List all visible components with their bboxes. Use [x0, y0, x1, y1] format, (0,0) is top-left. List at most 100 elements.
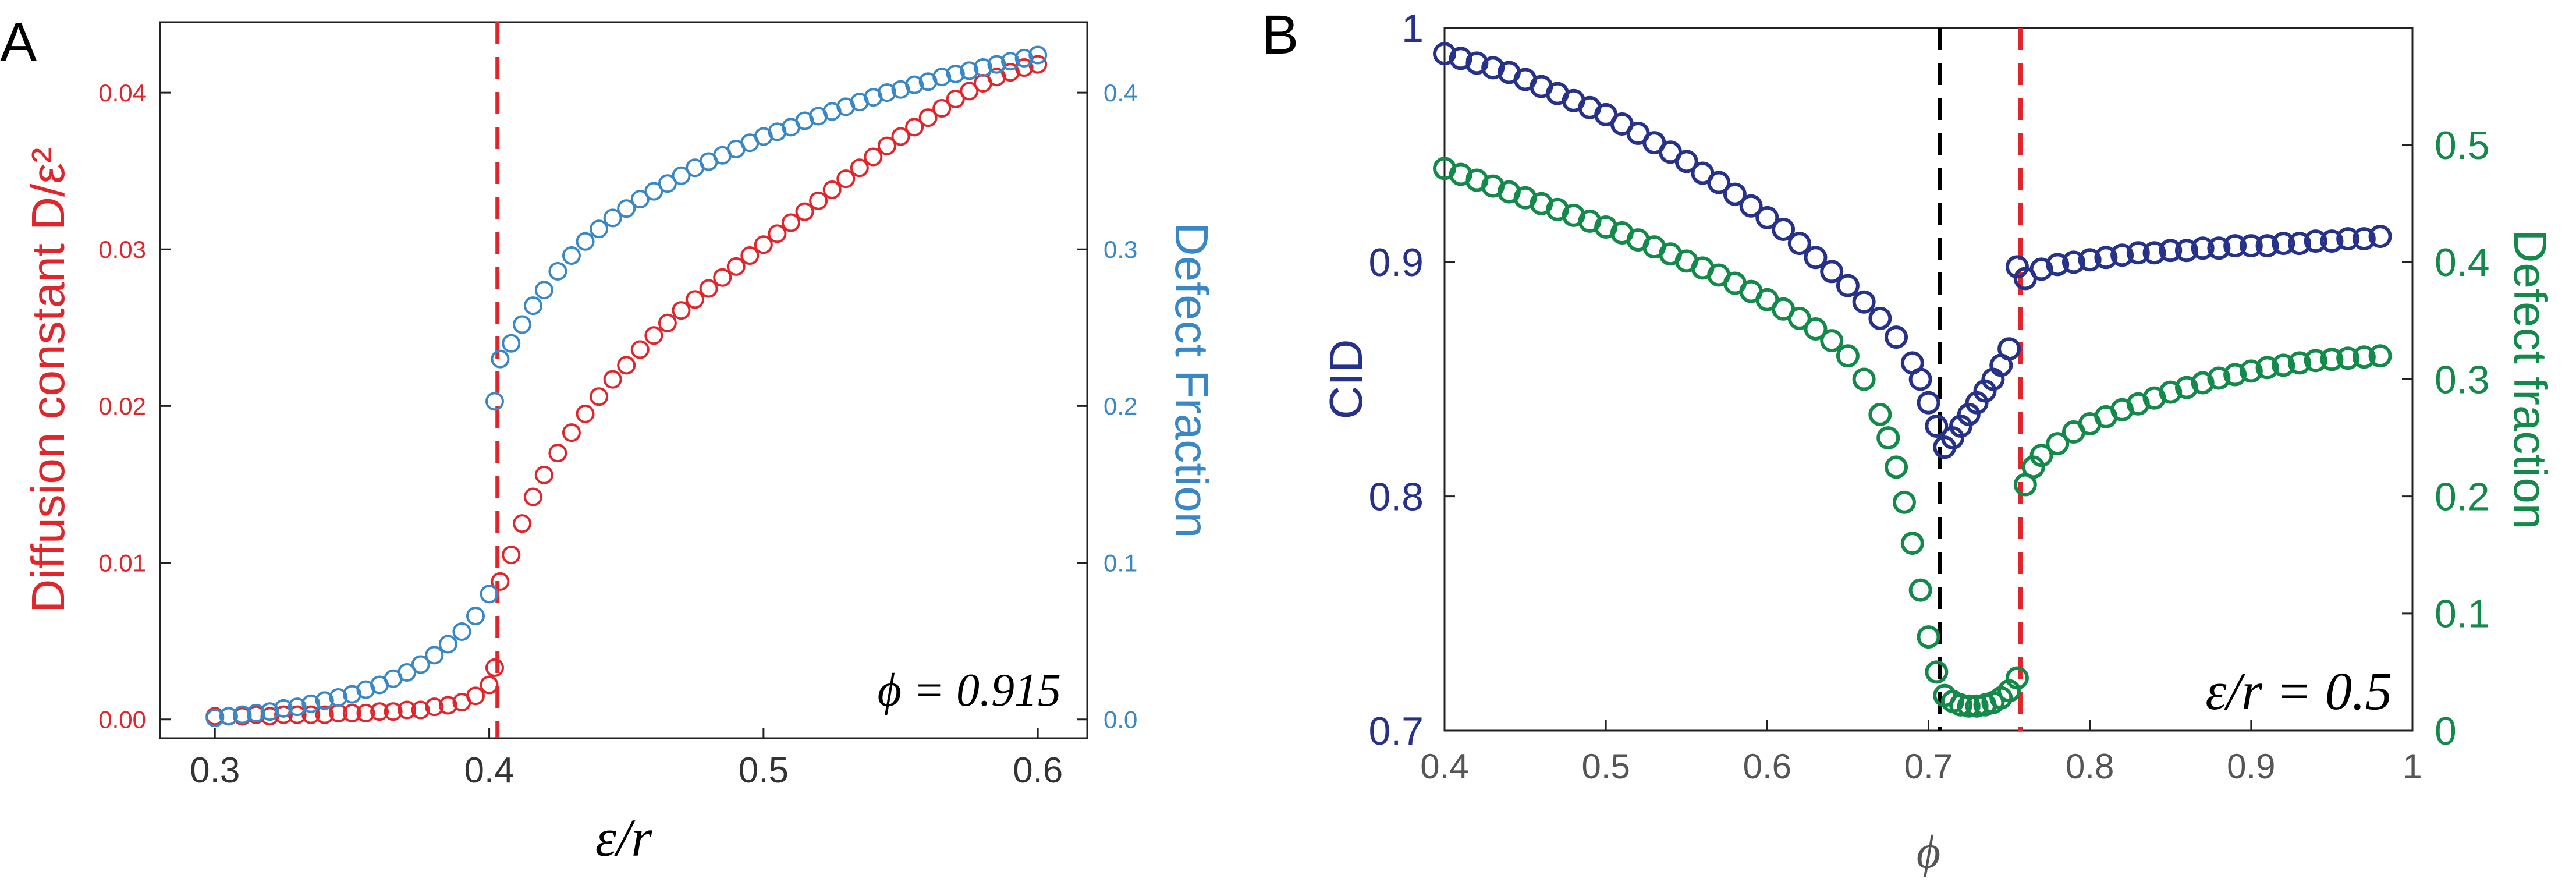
panel-a-y-axis-label-left: Diffusion constant D/ε²	[22, 148, 74, 613]
a-red-point	[480, 675, 499, 695]
b-navy-point	[1997, 337, 2021, 361]
panel-b-y-axis-label-left: CID	[1320, 339, 1372, 420]
a-blue-point	[288, 697, 307, 717]
panel-b-chart: 0.4 0.5 0.6 0.7 0.8 0.9 1 0.7 0.8 0.9 1 0 0.1 0.2 0.…	[1320, 6, 2556, 878]
b-navy-point	[2320, 229, 2344, 253]
a-blue-point	[205, 709, 225, 728]
b-navy-point	[1449, 47, 1472, 70]
a-red-point	[672, 301, 691, 320]
b-green-point	[1908, 578, 1932, 602]
a-red-point	[781, 213, 800, 232]
a-blue-point	[932, 68, 952, 87]
a-red-point	[644, 326, 663, 345]
a-blue-point	[658, 174, 677, 193]
b-navy-point	[1885, 325, 1908, 349]
b-y-right-tick-label: 0.5	[2435, 123, 2490, 168]
b-green-point	[2320, 348, 2344, 371]
a-red-point	[502, 546, 521, 565]
b-green-point	[1787, 306, 1811, 330]
a-y-right-tick-label: 0.3	[1104, 236, 1137, 263]
b-y-left-tick-label: 0.9	[1368, 240, 1424, 285]
a-y-left-tick-label: 0.01	[98, 549, 146, 576]
a-blue-point	[672, 166, 691, 185]
a-red-point	[686, 290, 705, 309]
a-blue-point	[502, 334, 521, 353]
a-x-tick-label: 0.4	[464, 750, 514, 791]
b-green-point	[1965, 694, 1989, 718]
b-navy-point	[1723, 182, 1747, 206]
b-green-point	[1868, 402, 1892, 426]
b-green-point	[2174, 376, 2198, 399]
a-red-point	[699, 279, 718, 298]
a-blue-point	[590, 219, 609, 239]
b-x-tick-label: 0.4	[1420, 747, 1468, 786]
b-navy-point	[2304, 229, 2327, 253]
a-blue-point	[523, 296, 542, 316]
a-blue-point	[946, 64, 965, 83]
panel-b-series-cid	[1433, 42, 2392, 459]
panel-a-series-diffusion	[205, 55, 1048, 726]
a-red-point	[411, 700, 430, 720]
b-navy-point	[2239, 234, 2263, 258]
a-red-point	[713, 268, 732, 287]
b-green-point	[1876, 426, 1900, 450]
a-red-point	[918, 108, 938, 127]
panel-a-plot-frame	[159, 21, 1088, 739]
b-navy-point	[1852, 290, 1876, 314]
panel-a-chart: 0.3 0.4 0.5 0.6 0.00 0.01 0.02 0.03 0.04 0.0 0.1…	[22, 21, 1218, 867]
b-navy-point	[1868, 306, 1892, 330]
b-green-point	[1836, 344, 1860, 368]
panel-a-y-axis-label-right: Defect Fraction	[1166, 222, 1218, 538]
a-red-point	[795, 202, 814, 221]
a-blue-point	[877, 83, 896, 102]
b-navy-point	[2046, 253, 2070, 277]
b-green-point	[1900, 532, 1924, 555]
b-navy-point	[2029, 257, 2053, 281]
panel-b-annotation: ε/r = 0.5	[2205, 661, 2392, 721]
b-green-point	[2352, 345, 2376, 369]
b-navy-point	[1772, 218, 1796, 242]
a-red-point	[342, 703, 361, 722]
panel-a-annotation: ϕ = 0.915	[878, 665, 1061, 716]
a-x-tick-label: 0.5	[739, 750, 789, 791]
b-y-left-tick-label: 0.7	[1368, 709, 1424, 753]
b-x-tick-label: 0.5	[1581, 747, 1630, 786]
b-green-point	[2287, 351, 2311, 375]
b-navy-point	[2159, 239, 2183, 263]
panel-b-y-ticks-right: 0 0.1 0.2 0.3 0.4 0.5	[2402, 123, 2490, 753]
b-green-point	[2304, 349, 2327, 373]
a-blue-point	[233, 705, 252, 724]
a-blue-point	[534, 281, 553, 300]
a-blue-point	[1014, 48, 1034, 68]
a-blue-point	[513, 315, 532, 334]
b-x-tick-label: 0.8	[2066, 747, 2114, 786]
b-green-point	[1925, 660, 1949, 684]
a-red-point	[562, 423, 581, 442]
a-red-point	[617, 356, 636, 375]
a-y-right-tick-label: 0.2	[1104, 392, 1137, 420]
panel-a-x-ticks: 0.3 0.4 0.5 0.6	[190, 728, 1063, 791]
a-blue-point	[905, 75, 924, 94]
a-red-point	[301, 705, 321, 724]
b-navy-point	[1707, 171, 1731, 194]
b-navy-point	[2287, 232, 2311, 256]
panel-b-label: B	[1262, 4, 1298, 66]
b-x-tick-label: 1	[2403, 747, 2422, 786]
b-green-point	[2046, 432, 2070, 456]
a-red-point	[891, 127, 910, 146]
a-blue-point	[438, 635, 457, 654]
panel-b-y-ticks-left: 0.7 0.8 0.9 1	[1368, 6, 1455, 753]
a-blue-point	[425, 646, 444, 665]
a-blue-point	[301, 694, 321, 713]
b-green-point	[1820, 329, 1844, 353]
a-blue-point	[246, 703, 265, 722]
b-navy-point	[2061, 250, 2085, 274]
a-red-point	[384, 702, 403, 721]
a-red-point	[658, 313, 677, 332]
a-red-point	[740, 246, 760, 265]
a-y-right-tick-label: 0.4	[1104, 79, 1137, 107]
a-red-point	[485, 658, 504, 677]
a-red-point	[513, 514, 532, 533]
b-green-point	[2255, 356, 2279, 380]
